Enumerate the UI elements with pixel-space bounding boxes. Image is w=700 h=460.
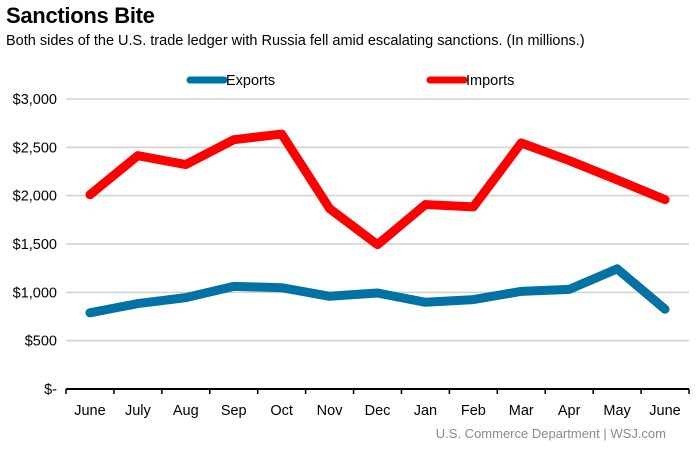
legend-label-exports: Exports xyxy=(226,73,275,89)
x-tick-label: Aug xyxy=(173,403,199,419)
series-line-exports xyxy=(85,264,670,318)
x-tick-label: Mar xyxy=(509,403,534,419)
source-note: U.S. Commerce Department | WSJ.com xyxy=(435,426,666,441)
y-tick-label: $2,000 xyxy=(13,189,57,205)
x-tick-label: Oct xyxy=(270,403,293,419)
series-line-imports xyxy=(85,129,670,250)
x-tick-label: Feb xyxy=(461,403,486,419)
x-tick-label: July xyxy=(125,403,152,419)
x-tick-label: May xyxy=(603,403,631,419)
chart-subtitle: Both sides of the U.S. trade ledger with… xyxy=(6,33,585,49)
x-tick-label: June xyxy=(74,403,105,419)
y-tick-label: $1,500 xyxy=(13,237,57,253)
x-tick-label: Jan xyxy=(414,403,437,419)
legend-label-imports: Imports xyxy=(466,73,514,89)
x-tick-label: Apr xyxy=(558,403,581,419)
y-tick-label: $3,000 xyxy=(13,92,57,108)
y-tick-label: $500 xyxy=(25,334,57,350)
x-tick-label: Sep xyxy=(221,403,247,419)
x-tick-label: Nov xyxy=(317,403,344,419)
y-tick-label: $2,500 xyxy=(13,140,57,156)
y-tick-label: $- xyxy=(44,382,57,398)
chart-title: Sanctions Bite xyxy=(6,3,155,28)
y-tick-label: $1,000 xyxy=(13,285,57,301)
x-tick-label: Dec xyxy=(365,403,391,419)
x-tick-label: June xyxy=(649,403,680,419)
